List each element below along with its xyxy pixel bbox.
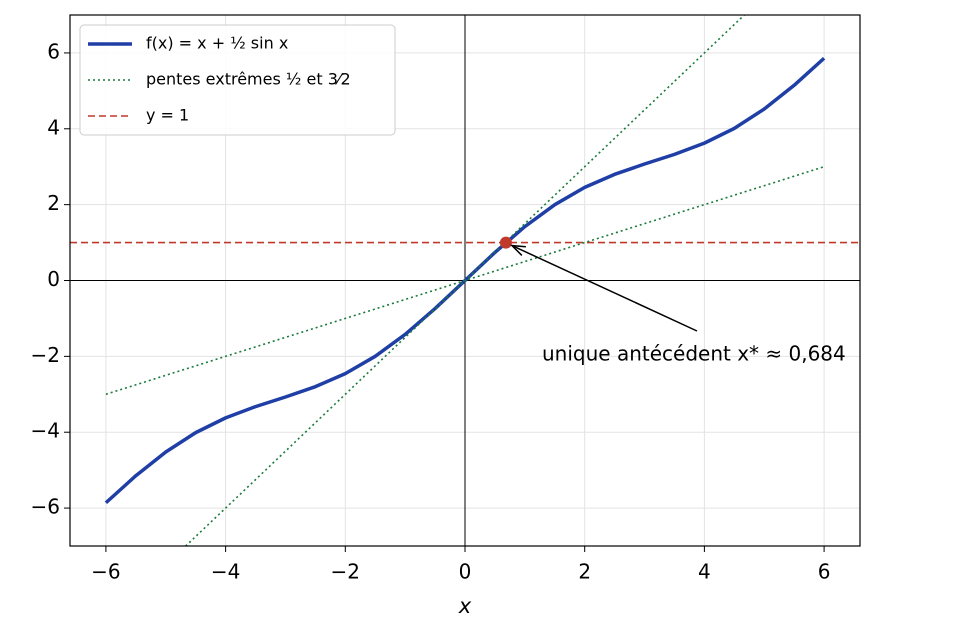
annotation-arrow: [511, 244, 698, 332]
legend-label: f(x) = x + ½ sin x: [146, 34, 288, 53]
y-tick-label: −4: [31, 419, 60, 443]
y-tick-label: 6: [47, 39, 60, 63]
plot-area: [70, 15, 860, 546]
legend-label: y = 1: [146, 106, 189, 125]
x-tick-label: 0: [459, 560, 472, 584]
point-marker: [499, 236, 512, 249]
y-tick-label: 4: [47, 115, 60, 139]
y-tick-label: −6: [31, 495, 60, 519]
y-tick-label: 0: [47, 267, 60, 291]
series-line: [184, 15, 746, 546]
legend-box: [79, 24, 396, 136]
x-tick-label: 4: [698, 560, 711, 584]
legend-label: pentes extrêmes ½ et 3⁄2: [146, 70, 351, 89]
y-tick-label: 2: [47, 191, 60, 215]
x-tick-label: −2: [331, 560, 360, 584]
x-axis-label: x: [458, 594, 472, 618]
plot-frame: [69, 14, 861, 547]
x-tick-label: 2: [578, 560, 591, 584]
x-tick-label: 6: [818, 560, 831, 584]
y-tick-label: −2: [31, 343, 60, 367]
arrow-head: [509, 244, 526, 256]
annotation-text: unique antécédent x* ≈ 0,684: [542, 342, 846, 366]
x-tick-label: −6: [91, 560, 120, 584]
x-tick-label: −4: [211, 560, 240, 584]
